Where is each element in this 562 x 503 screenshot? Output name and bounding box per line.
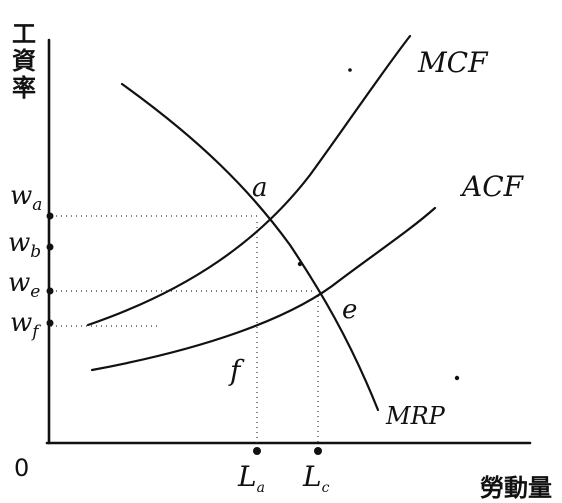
- svg-text:wb: wb: [8, 228, 41, 262]
- x-axis-title: 勞動量: [480, 474, 552, 502]
- wage-label-wb: wb: [8, 228, 41, 262]
- wage-label-we: we: [8, 268, 40, 302]
- svg-text:wf: wf: [10, 308, 41, 342]
- acf-label: ACF: [459, 170, 525, 203]
- acf-curve: [90, 206, 437, 372]
- speck-2: [454, 375, 460, 381]
- point-e-label: e: [342, 295, 357, 325]
- speck-3: [297, 261, 303, 267]
- svg-text:La: La: [237, 460, 265, 496]
- speck-1: [348, 68, 352, 72]
- svg-text:Lc: Lc: [302, 460, 330, 496]
- mrp-label: MRP: [385, 402, 446, 430]
- dot-lc: [314, 447, 322, 455]
- dot-wa: [46, 212, 54, 220]
- dot-la: [253, 447, 261, 455]
- mcf-label: MCF: [417, 46, 489, 79]
- point-a-label: a: [252, 173, 268, 203]
- wage-label-wf: wf: [10, 308, 41, 342]
- dot-wf: [46, 319, 54, 327]
- origin-label: 0: [14, 454, 29, 482]
- mcf-curve: [86, 34, 412, 327]
- svg-text:wa: wa: [10, 181, 42, 215]
- y-axis-title-char-1: 工資率: [12, 20, 36, 102]
- dot-we: [46, 287, 54, 295]
- dot-wb: [46, 243, 54, 251]
- labor-label-lc: Lc: [302, 460, 330, 496]
- mrp-curve: [120, 82, 380, 412]
- wage-label-wa: wa: [10, 181, 42, 215]
- point-f-label: f: [228, 354, 245, 387]
- svg-text:we: we: [8, 268, 40, 302]
- labor-label-la: La: [237, 460, 265, 496]
